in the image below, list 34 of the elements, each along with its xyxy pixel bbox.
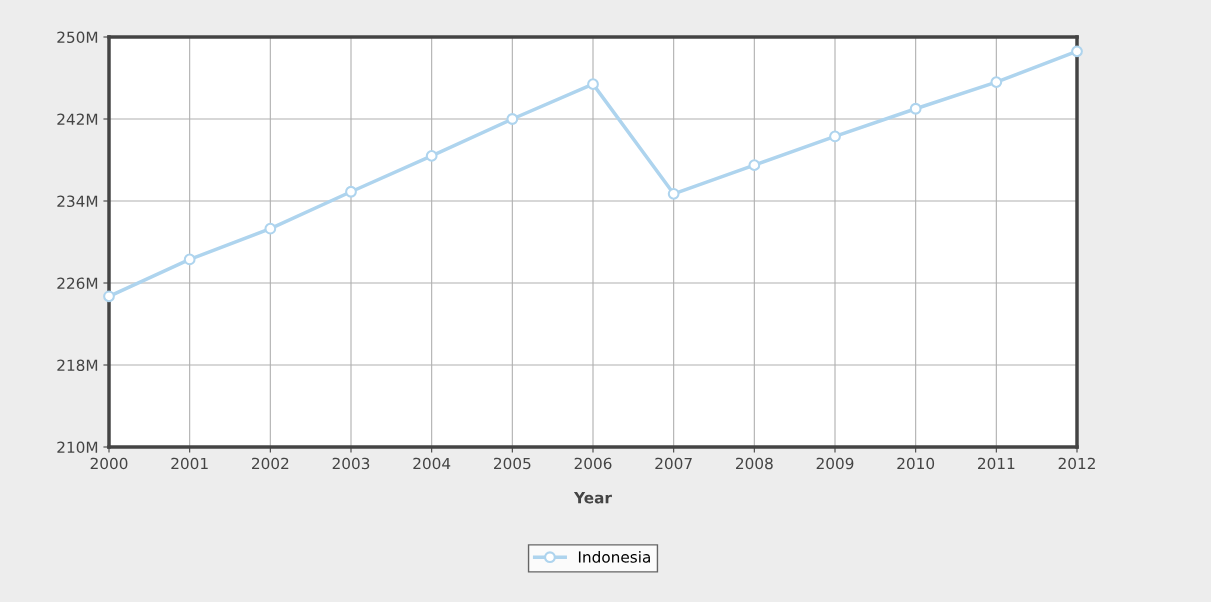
point xyxy=(264,222,277,235)
point xyxy=(587,78,599,91)
x-tick-label: 2009 xyxy=(816,457,854,470)
x-tick-label: 2002 xyxy=(252,457,289,470)
x-axis-title: Year xyxy=(573,492,612,504)
x-tick-label: 2001 xyxy=(171,457,208,470)
x-tick-label: 2003 xyxy=(332,457,370,470)
y-tick-label: 242M xyxy=(57,113,98,125)
legend-label: Indonesia xyxy=(578,550,650,563)
x-tick-label: 2011 xyxy=(978,457,1015,470)
point xyxy=(990,76,1003,88)
x-tick-label: 2004 xyxy=(413,457,451,470)
y-tick-label: 210M xyxy=(57,441,98,454)
point xyxy=(425,150,438,162)
point xyxy=(345,185,357,198)
point xyxy=(1071,45,1083,58)
point xyxy=(909,102,922,115)
point xyxy=(829,130,841,143)
x-tick-label: 2010 xyxy=(897,457,935,470)
x-tick-label: 2000 xyxy=(90,457,128,470)
x-tick-label: 2006 xyxy=(574,457,612,470)
y-tick-label: 218M xyxy=(57,359,98,372)
x-tick-label: 2012 xyxy=(1058,457,1095,470)
x-tick-label: 2005 xyxy=(494,457,531,470)
point xyxy=(748,159,761,172)
point xyxy=(183,253,196,266)
y-tick-label: 226M xyxy=(57,277,98,290)
y-tick-label: 234M xyxy=(57,195,98,208)
x-tick-label: 2008 xyxy=(736,457,773,470)
point xyxy=(506,113,519,125)
y-tick-label: 250M xyxy=(57,31,98,44)
point xyxy=(667,187,680,200)
point xyxy=(103,290,115,303)
x-tick-label: 2007 xyxy=(655,457,692,470)
